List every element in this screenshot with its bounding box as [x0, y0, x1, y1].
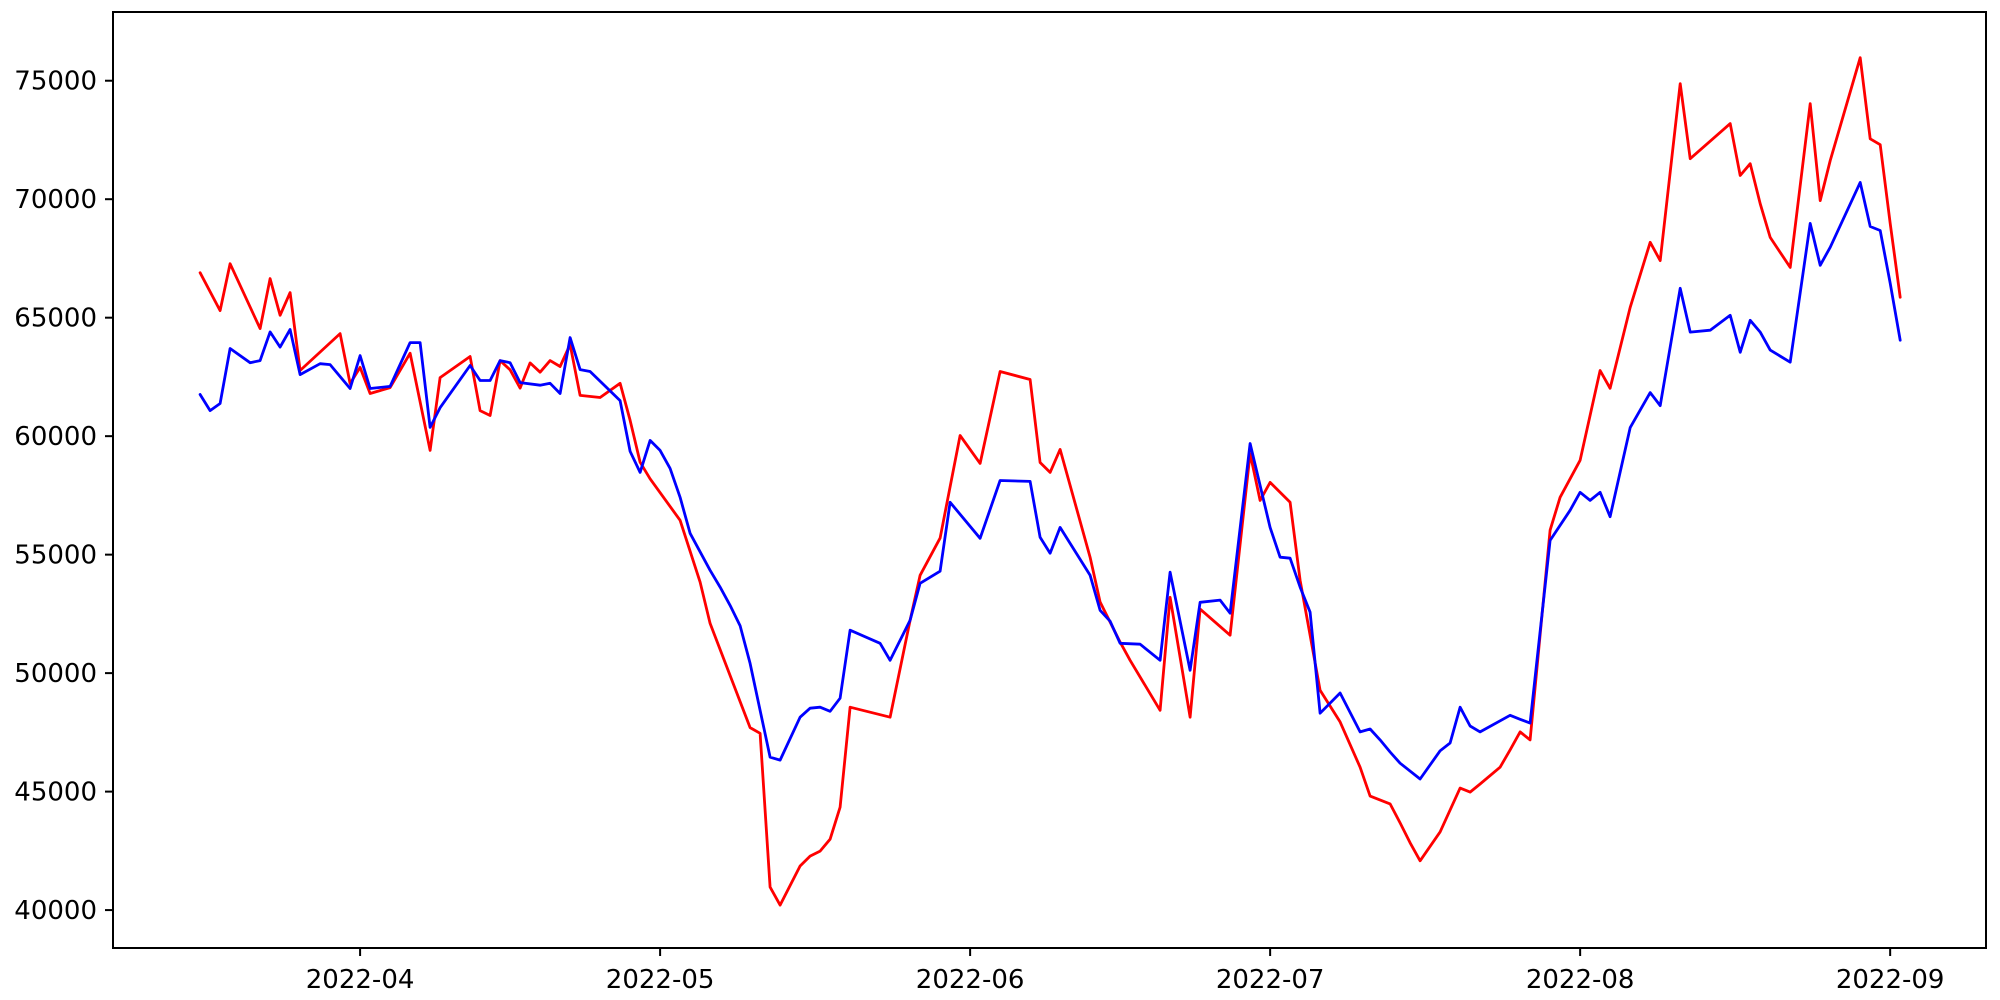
y-tick-label: 45000	[14, 778, 97, 808]
x-tick-label: 2022-08	[1526, 965, 1635, 995]
x-tick-label: 2022-09	[1836, 965, 1945, 995]
y-tick-label: 70000	[14, 185, 97, 215]
y-tick-label: 55000	[14, 541, 97, 571]
y-tick-label: 40000	[14, 896, 97, 926]
x-tick-label: 2022-04	[306, 965, 415, 995]
y-tick-label: 50000	[14, 659, 97, 689]
x-axis: 2022-04 2022-05 2022-06 2022-07 2022-08 2022-…	[306, 948, 1945, 995]
x-tick-label: 2022-06	[916, 965, 1025, 995]
y-tick-label: 75000	[14, 67, 97, 97]
y-axis: 40000 45000 50000 55000 60000 65000 70000 75000	[14, 67, 113, 926]
x-tick-label: 2022-07	[1216, 965, 1325, 995]
y-tick-label: 60000	[14, 422, 97, 452]
blue-series-line	[198, 180, 1902, 781]
y-tick-label: 65000	[14, 304, 97, 334]
red-series-line	[198, 56, 1902, 907]
x-tick-label: 2022-05	[606, 965, 715, 995]
plot-border	[112, 11, 1987, 949]
